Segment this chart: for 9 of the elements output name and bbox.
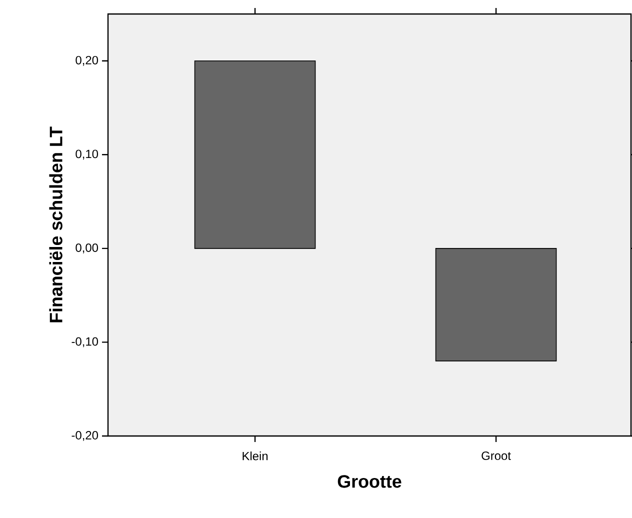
y-tick-label: 0,20 (76, 56, 98, 66)
x-axis-title: Grootte (338, 475, 402, 488)
y-axis-title: Financiële schulden LT (49, 126, 62, 322)
x-tick-label: Klein (242, 452, 268, 460)
y-tick-label: -0,20 (72, 431, 98, 441)
y-tick-label: 0,00 (76, 243, 98, 254)
y-tick-label: 0,10 (76, 150, 98, 160)
x-tick-label: Groot (482, 452, 511, 460)
y-tick-label: -0,10 (72, 337, 98, 348)
